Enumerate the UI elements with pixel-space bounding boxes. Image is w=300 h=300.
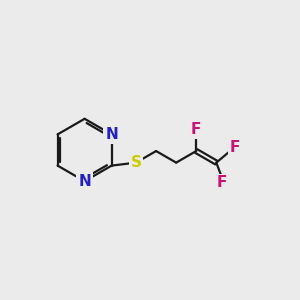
Text: N: N (78, 174, 91, 189)
Text: N: N (105, 127, 118, 142)
Text: F: F (191, 122, 201, 137)
Text: F: F (230, 140, 240, 155)
Text: F: F (217, 175, 227, 190)
Text: S: S (130, 155, 142, 170)
